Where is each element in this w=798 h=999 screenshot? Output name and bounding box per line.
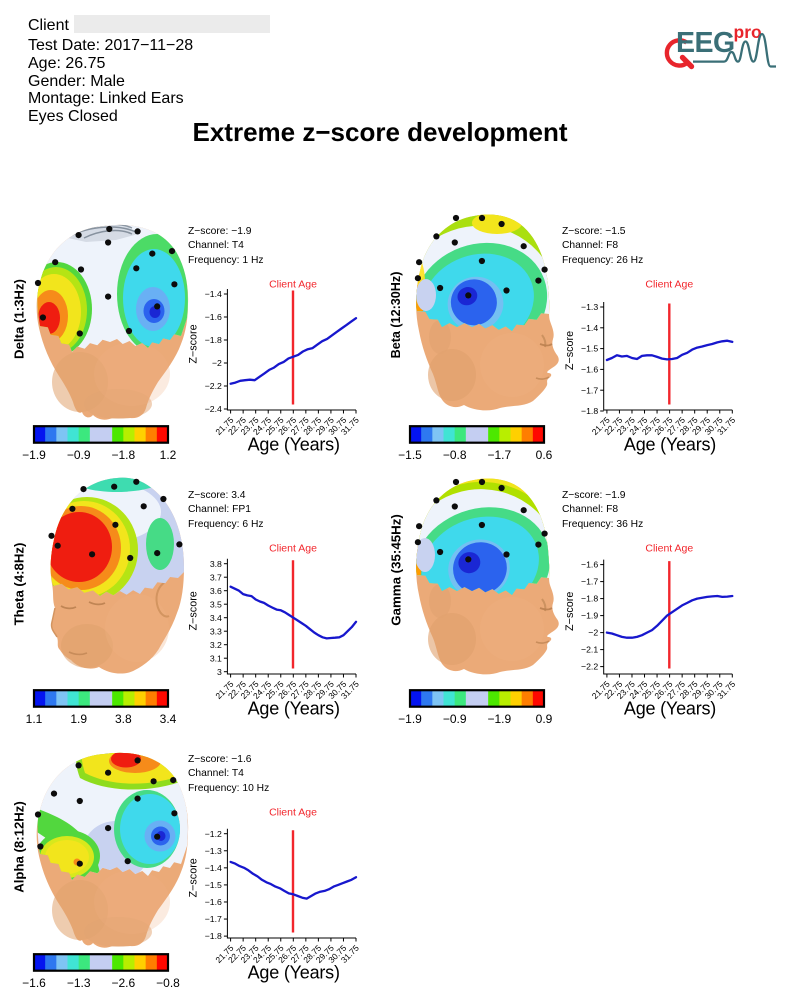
svg-text:−1.3: −1.3 — [581, 302, 598, 312]
svg-text:−1.6: −1.6 — [205, 897, 222, 907]
svg-text:Age (Years): Age (Years) — [624, 698, 716, 718]
svg-text:3.4: 3.4 — [160, 712, 177, 726]
svg-text:−1.5: −1.5 — [581, 344, 598, 354]
svg-text:Z−score: Z−score — [188, 591, 200, 630]
svg-text:Client Age: Client Age — [645, 279, 693, 291]
svg-text:−1.9: −1.9 — [487, 712, 511, 726]
svg-text:Client Age: Client Age — [269, 279, 317, 291]
svg-text:−1.7: −1.7 — [487, 448, 511, 462]
svg-text:Z−score: Z−score — [564, 592, 576, 631]
svg-text:−1.3: −1.3 — [205, 846, 222, 856]
svg-text:−2.1: −2.1 — [581, 645, 598, 655]
svg-text:−1.5: −1.5 — [398, 448, 422, 462]
svg-text:0.9: 0.9 — [536, 712, 553, 726]
svg-text:Age (Years): Age (Years) — [248, 962, 340, 982]
svg-text:−1.9: −1.9 — [581, 611, 598, 621]
svg-text:−1.8: −1.8 — [581, 594, 598, 604]
svg-text:Client Age: Client Age — [645, 543, 693, 555]
svg-text:Z−score: Z−score — [188, 324, 200, 363]
svg-text:−1.4: −1.4 — [205, 289, 222, 299]
svg-text:−2.2: −2.2 — [581, 662, 598, 672]
svg-text:3.4: 3.4 — [210, 613, 222, 623]
svg-text:−1.7: −1.7 — [205, 914, 222, 924]
svg-text:−1.4: −1.4 — [205, 863, 222, 873]
svg-text:3.7: 3.7 — [210, 572, 222, 582]
svg-text:3.2: 3.2 — [210, 640, 222, 650]
svg-text:−1.9: −1.9 — [22, 448, 46, 462]
svg-text:EEG: EEG — [676, 27, 735, 59]
svg-text:−0.9: −0.9 — [443, 712, 467, 726]
svg-text:−1.4: −1.4 — [581, 323, 598, 333]
svg-text:3.8: 3.8 — [115, 712, 132, 726]
svg-text:Age (Years): Age (Years) — [248, 434, 340, 454]
svg-text:−1.6: −1.6 — [22, 976, 46, 990]
svg-text:Age (Years): Age (Years) — [624, 434, 716, 454]
svg-text:−0.8: −0.8 — [156, 976, 180, 990]
svg-text:0.6: 0.6 — [536, 448, 553, 462]
svg-text:pro: pro — [734, 22, 762, 42]
svg-text:1.2: 1.2 — [160, 448, 177, 462]
svg-text:−1.5: −1.5 — [205, 880, 222, 890]
svg-text:−2: −2 — [588, 628, 598, 638]
svg-text:−1.8: −1.8 — [111, 448, 135, 462]
svg-text:3.3: 3.3 — [210, 626, 222, 636]
svg-text:Client Age: Client Age — [269, 543, 317, 555]
svg-text:3.5: 3.5 — [210, 599, 222, 609]
svg-text:−0.9: −0.9 — [67, 448, 91, 462]
svg-text:−0.8: −0.8 — [443, 448, 467, 462]
svg-text:3: 3 — [217, 667, 222, 677]
svg-text:−1.7: −1.7 — [581, 385, 598, 395]
svg-text:−1.8: −1.8 — [205, 335, 222, 345]
svg-text:−1.3: −1.3 — [67, 976, 91, 990]
svg-text:−1.8: −1.8 — [581, 406, 598, 416]
svg-text:Client Age: Client Age — [269, 807, 317, 819]
svg-text:1.9: 1.9 — [70, 712, 87, 726]
svg-text:3.6: 3.6 — [210, 586, 222, 596]
svg-text:−1.6: −1.6 — [581, 365, 598, 375]
svg-text:−1.6: −1.6 — [205, 312, 222, 322]
svg-text:−1.7: −1.7 — [581, 577, 598, 587]
svg-text:Z−score: Z−score — [564, 331, 576, 370]
svg-text:−1.9: −1.9 — [398, 712, 422, 726]
svg-text:−2.4: −2.4 — [205, 404, 222, 414]
svg-text:3.8: 3.8 — [210, 559, 222, 569]
svg-text:−1.8: −1.8 — [205, 931, 222, 941]
svg-text:−1.2: −1.2 — [205, 829, 222, 839]
svg-text:Age (Years): Age (Years) — [248, 698, 340, 718]
svg-text:1.1: 1.1 — [26, 712, 43, 726]
svg-text:Z−score: Z−score — [188, 858, 200, 897]
svg-text:−2.2: −2.2 — [205, 381, 222, 391]
svg-text:3.1: 3.1 — [210, 653, 222, 663]
svg-text:−2.6: −2.6 — [111, 976, 135, 990]
svg-text:−2: −2 — [212, 358, 222, 368]
svg-text:−1.6: −1.6 — [581, 560, 598, 570]
